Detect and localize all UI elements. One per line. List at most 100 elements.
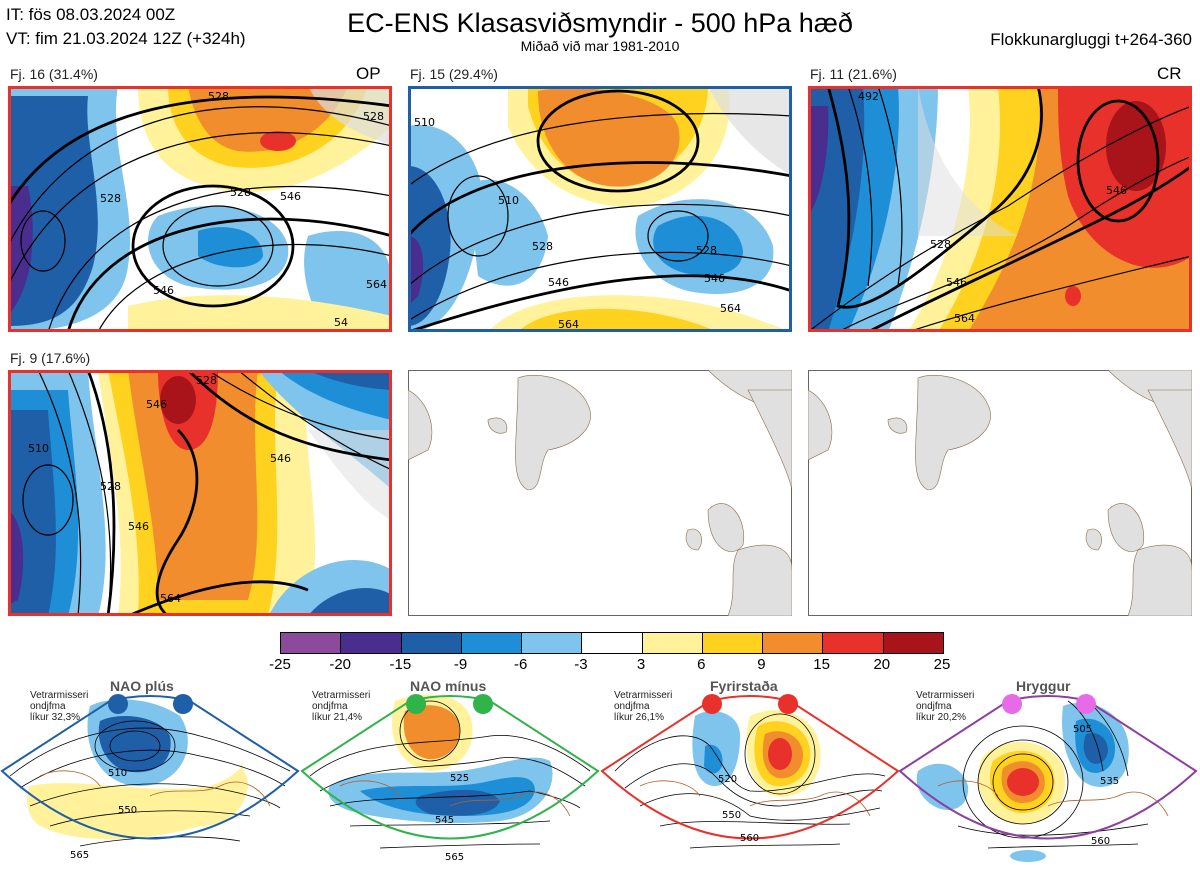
colorbar-tick-label: -6: [514, 656, 528, 673]
regime-dot: [173, 694, 193, 714]
contour-label: 510: [498, 194, 519, 207]
colorbar-labels: -25 -20 -15 -9 -6 -3 3 6 9 15 20 25: [0, 656, 1200, 676]
colorbar-segment: [582, 633, 643, 653]
regime-contour-label: 535: [1100, 776, 1119, 787]
contour-label: 528: [363, 110, 384, 123]
colorbar-segment: [341, 633, 402, 653]
regime-note: Vetrarmisseri ondjfma líkur 20,2%: [916, 690, 975, 723]
empty-map-6: [808, 370, 1192, 616]
colorbar-tick-label: 6: [697, 656, 706, 673]
colorbar-segment: [522, 633, 583, 653]
regime-contour-label: 560: [740, 833, 759, 844]
regime-contour-label: 505: [1073, 724, 1092, 735]
regime-row: 510 550 565 Vetrarmisseri ondjfma líkur 32…: [0, 676, 1200, 871]
regime-nao-minus: 525 545 565 Vetrarmisseri ondjfma líkur 21…: [300, 676, 602, 871]
colorbar-tick-label: 15: [813, 656, 830, 673]
contour-label: 528: [100, 480, 121, 493]
regime-contour-label: 545: [435, 815, 454, 826]
contour-label: 546: [270, 452, 291, 465]
colorbar-tick-label: -20: [329, 656, 352, 673]
regime-dot: [1076, 694, 1096, 714]
contour-label: 510: [414, 116, 435, 129]
cluster-tag-op: OP: [356, 64, 381, 83]
colorbar-tick-label: 25: [933, 656, 951, 673]
regime-contour-label: 560: [1091, 836, 1110, 847]
cluster-label-2: Fj. 15 (29.4%): [410, 66, 498, 82]
cluster-border-3: [808, 86, 1192, 332]
contour-label: 546: [548, 276, 569, 289]
contour-label: 528: [100, 192, 121, 205]
cluster-map-2: 510 510 528 528 546 546 564 564: [408, 86, 792, 332]
regime-contour-label: 550: [722, 810, 741, 821]
regime-contour-label: 525: [450, 773, 469, 784]
contour-label: 546: [146, 398, 167, 411]
contour-label: 510: [28, 442, 49, 455]
cluster-map-1: 528 528 528 528 546 546 564 54: [8, 86, 392, 332]
contour-label: 564: [954, 312, 975, 325]
regime-note: Vetrarmisseri ondjfma líkur 21,4%: [312, 690, 371, 723]
regime-title: Fyrirstaða: [710, 678, 778, 694]
regime-ridge: 505 535 560 Vetrarmisseri ondjfma líkur 20…: [898, 676, 1200, 871]
classification-window: Flokkunargluggi t+264-360: [990, 30, 1192, 49]
contour-label: 528: [532, 240, 553, 253]
contour-label: 528: [930, 238, 951, 251]
colorbar-tick-label: 9: [757, 656, 766, 673]
colorbar-segment: [883, 633, 943, 653]
colorbar: [280, 632, 944, 654]
colorbar-segment: [702, 633, 764, 653]
cluster-border-4: [8, 370, 392, 616]
contour-label: 546: [704, 272, 725, 285]
colorbar-segment: [642, 633, 703, 653]
contour-label: 564: [160, 592, 181, 605]
cluster-tag-cr: CR: [1157, 64, 1182, 83]
contour-label: 54: [334, 316, 348, 329]
colorbar-segment: [763, 633, 824, 653]
regime-nao-plus: 510 550 565 Vetrarmisseri ondjfma líkur 32…: [0, 676, 302, 871]
contour-label: 528: [230, 186, 251, 199]
regime-note: Vetrarmisseri ondjfma líkur 32,3%: [30, 690, 89, 723]
regime-title: Hryggur: [1016, 678, 1071, 694]
empty-map-5: [408, 370, 792, 616]
issue-time: IT: fös 08.03.2024 00Z: [6, 5, 176, 24]
regime-blocking: 520 550 560 Vetrarmisseri ondjfma líkur 26…: [600, 676, 902, 871]
contour-label: 564: [720, 302, 741, 315]
valid-time: VT: fim 21.03.2024 12Z (+324h): [6, 29, 246, 48]
colorbar-segment: [461, 633, 523, 653]
colorbar-tick-label: 3: [636, 656, 646, 673]
contour-label: 546: [280, 190, 301, 203]
regime-dot: [778, 694, 798, 714]
page-title: EC-ENS Klasasviðsmyndir - 500 hPa hæð: [347, 8, 853, 38]
regime-contour-label: 565: [70, 850, 89, 861]
contour-label: 564: [558, 318, 579, 331]
cluster-border-2: [408, 86, 792, 332]
colorbar-segment: [281, 633, 342, 653]
cluster-label-4: Fj. 9 (17.6%): [10, 350, 91, 366]
colorbar-tick-label: 20: [873, 656, 891, 673]
colorbar-tick-label: -9: [453, 656, 468, 673]
cluster-label-1: Fj. 16 (31.4%): [10, 66, 98, 82]
regime-title: NAO plús: [110, 678, 174, 694]
contour-label: 546: [1106, 184, 1127, 197]
colorbar-segment: [823, 633, 884, 653]
cluster-border-1: [8, 86, 392, 332]
regime-contour-label: 510: [108, 768, 127, 779]
cluster-map-3: 492 528 546 546 564: [808, 86, 1192, 332]
contour-label: 528: [208, 90, 229, 103]
colorbar-segment: [401, 633, 462, 653]
cluster-map-4: 510 528 528 546 546 546 564: [8, 370, 392, 616]
regime-dot: [702, 694, 722, 714]
contour-label: 564: [366, 278, 387, 291]
regime-dot: [473, 694, 493, 714]
contour-label: 546: [153, 284, 174, 297]
regime-note: Vetrarmisseri ondjfma líkur 26,1%: [614, 690, 673, 723]
regime-dot: [1002, 694, 1022, 714]
colorbar-tick-label: -3: [574, 656, 588, 673]
contour-label: 528: [196, 374, 217, 387]
page-subtitle: Miðað við mar 1981-2010: [520, 38, 680, 54]
cluster-label-3: Fj. 11 (21.6%): [810, 66, 897, 82]
contour-label: 528: [696, 244, 717, 257]
contour-label: 546: [128, 520, 149, 533]
colorbar-tick-label: -15: [389, 656, 412, 673]
regime-dot: [406, 694, 426, 714]
regime-contour-label: 520: [718, 774, 737, 785]
